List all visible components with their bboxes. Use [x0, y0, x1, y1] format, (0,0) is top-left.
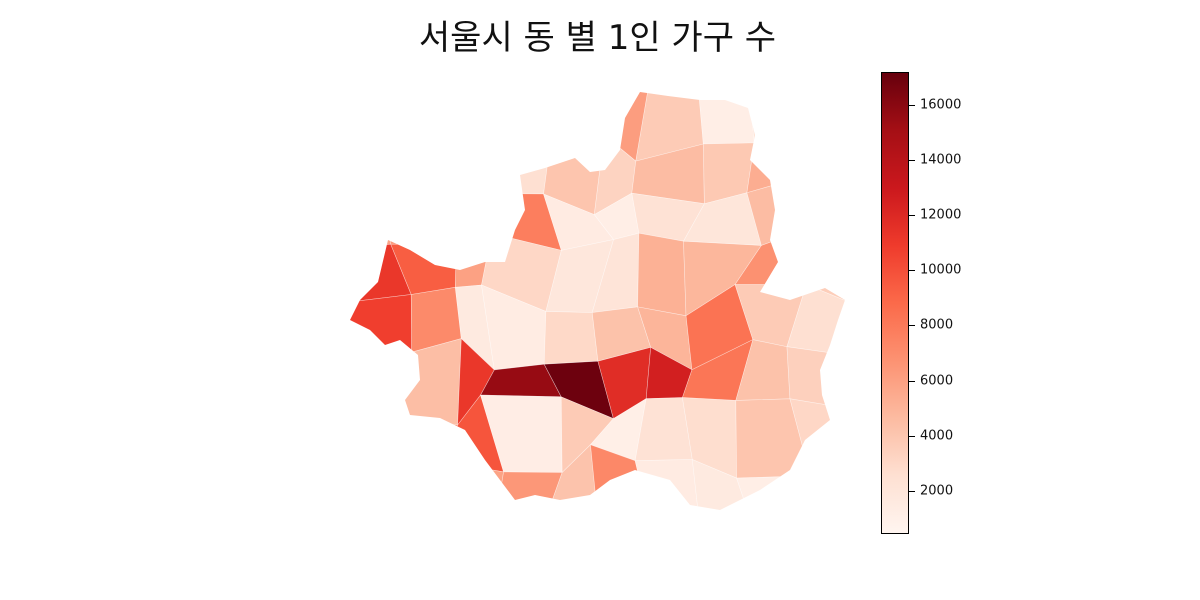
map-region [350, 408, 400, 479]
map-region [786, 346, 845, 410]
map-region [785, 180, 845, 250]
map-region [428, 190, 492, 245]
colorbar-tick [909, 215, 915, 217]
map-region [496, 92, 553, 157]
colorbar-tick [909, 490, 915, 492]
map-region [748, 92, 800, 144]
colorbar-tick-label: 2000 [920, 483, 954, 499]
map-region [350, 294, 412, 356]
map-region [392, 92, 452, 159]
colorbar-tick [909, 160, 915, 162]
map-region [350, 142, 394, 197]
map-region [637, 232, 687, 317]
map-region [799, 461, 845, 510]
colorbar-tick-label: 16000 [920, 97, 962, 113]
map-region [786, 284, 845, 356]
colorbar-tick [909, 325, 915, 327]
colorbar-tick [909, 435, 915, 437]
colorbar-tick-label: 12000 [920, 207, 962, 223]
colorbar-tick [909, 270, 915, 272]
colorbar-tick-label: 6000 [920, 373, 954, 388]
map-region [445, 92, 513, 159]
colorbar-tick [909, 105, 915, 107]
map-region [786, 92, 845, 144]
map-region [387, 338, 462, 426]
map-region [350, 351, 413, 420]
map-region [385, 142, 452, 191]
colorbar-tick-label: 14000 [920, 152, 962, 168]
map-region [350, 92, 396, 144]
map-region [488, 127, 553, 195]
map-region [387, 418, 458, 479]
colorbar-tick-label: 4000 [920, 428, 954, 444]
colorbar: 2000 4000 6000 8000 10000 12000 14000 16000 [881, 72, 961, 534]
map-region [736, 475, 811, 510]
map-region [385, 189, 457, 245]
colorbar-tick-label: 10000 [920, 262, 962, 278]
map-region [350, 461, 400, 510]
colorbar-tick-label: 8000 [920, 317, 954, 333]
page-title: 서울시 동 별 1인 가구 수 [418, 18, 777, 58]
map-region [350, 189, 392, 250]
map-region [634, 459, 699, 510]
map-region [546, 92, 605, 136]
colorbar-tick [909, 380, 915, 382]
map-region [691, 459, 750, 510]
map-regions [350, 92, 845, 510]
colorbar-gradient [881, 72, 909, 534]
map-region [428, 155, 513, 194]
map-region [786, 134, 845, 197]
map-region [395, 461, 447, 510]
map-region [543, 311, 599, 365]
map-region [698, 92, 755, 145]
map-region [496, 471, 563, 510]
